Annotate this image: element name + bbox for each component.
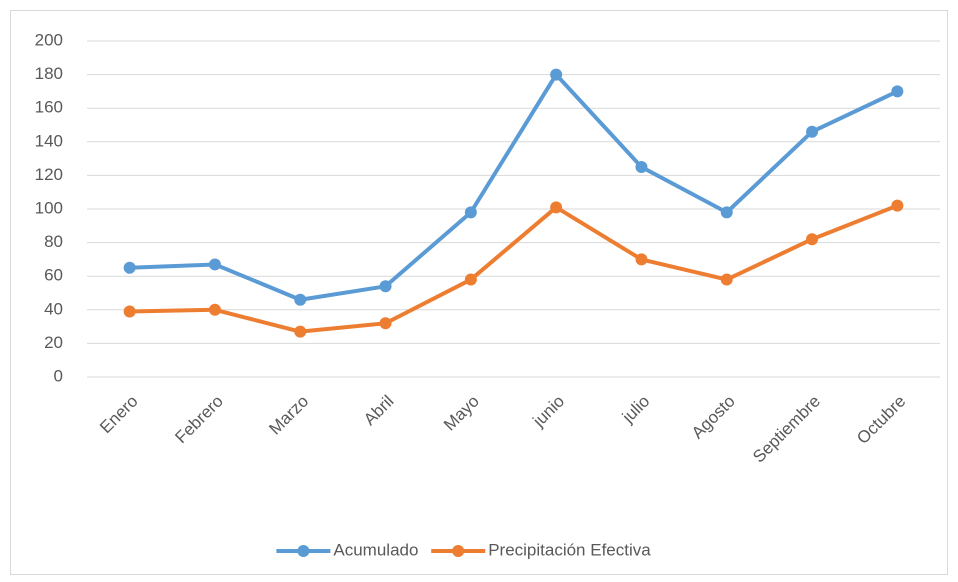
data-point <box>464 206 477 219</box>
y-tick-label: 120 <box>35 165 63 184</box>
legend-label: Precipitación Efectiva <box>488 540 651 559</box>
data-point <box>208 258 221 271</box>
data-point <box>294 293 307 306</box>
y-tick-label: 80 <box>44 232 63 251</box>
legend-item: Precipitación Efectiva <box>431 540 651 559</box>
data-point <box>550 201 563 214</box>
legend-label: Acumulado <box>333 540 418 559</box>
data-point <box>123 305 136 318</box>
data-point <box>891 199 904 212</box>
data-point <box>294 325 307 338</box>
y-tick-label: 40 <box>44 299 63 318</box>
data-point <box>720 206 733 219</box>
data-point <box>379 317 392 330</box>
y-tick-label: 60 <box>44 266 63 285</box>
data-point <box>891 85 904 98</box>
y-tick-label: 160 <box>35 98 63 117</box>
data-point <box>720 273 733 286</box>
y-tick-label: 0 <box>54 366 63 385</box>
data-point <box>806 233 819 246</box>
data-point <box>550 68 563 81</box>
data-point <box>208 303 221 316</box>
series-line <box>129 203 899 334</box>
y-tick-label: 20 <box>44 333 63 352</box>
data-point <box>806 125 819 138</box>
y-tick-label: 200 <box>35 30 63 49</box>
legend-item: Acumulado <box>276 540 418 559</box>
data-point <box>379 280 392 293</box>
data-point <box>635 253 648 266</box>
series-line <box>129 72 899 302</box>
y-tick-label: 180 <box>35 64 63 83</box>
data-point <box>123 261 136 274</box>
data-point <box>464 273 477 286</box>
legend-marker <box>452 545 465 557</box>
y-tick-label: 140 <box>35 131 63 150</box>
y-tick-label: 100 <box>35 198 63 217</box>
data-point <box>635 161 648 173</box>
chart-border <box>10 10 948 575</box>
legend-marker <box>297 545 310 557</box>
